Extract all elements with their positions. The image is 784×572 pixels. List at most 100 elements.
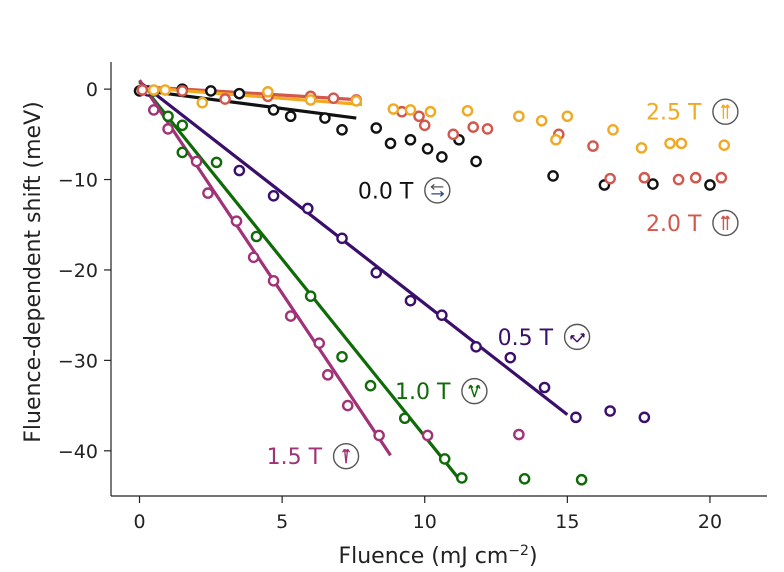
data-point-series-5 xyxy=(635,142,648,154)
data-point-series-4 xyxy=(638,171,651,184)
data-point-series-4 xyxy=(672,173,685,186)
data-point-series-5 xyxy=(561,110,574,123)
series-label-4: 2.0 T xyxy=(646,212,702,237)
data-point-series-2 xyxy=(364,379,377,392)
field-25-icon xyxy=(712,98,739,125)
data-point-series-2 xyxy=(210,156,223,169)
data-point-series-1 xyxy=(638,411,651,424)
fit-line-series-1 xyxy=(138,80,569,416)
data-point-series-5 xyxy=(147,84,160,96)
x-tick-label: 5 xyxy=(276,511,288,533)
data-point-series-3 xyxy=(313,337,326,349)
y-tick-label: 0 xyxy=(86,79,98,101)
y-tick-label: −40 xyxy=(58,441,98,463)
data-point-series-0 xyxy=(436,151,448,163)
series-label-1: 0.5 T xyxy=(498,326,554,351)
x-tick-label: 10 xyxy=(413,511,437,533)
y-tick-label: −30 xyxy=(58,350,98,372)
data-point-series-5 xyxy=(262,86,274,98)
data-point-series-5 xyxy=(350,95,363,107)
y-axis-label: Fluence-dependent shift (meV) xyxy=(21,101,46,442)
x-axis-label-main: Fluence (mJ cm xyxy=(338,544,508,569)
y-tick-label: −20 xyxy=(58,260,98,282)
data-point-series-4 xyxy=(219,93,231,105)
data-point-series-0 xyxy=(547,170,559,182)
data-point-series-1 xyxy=(436,309,448,321)
x-tick-label: 0 xyxy=(133,511,145,533)
data-point-series-2 xyxy=(575,473,588,486)
data-point-series-3 xyxy=(373,429,385,442)
data-point-series-1 xyxy=(370,266,383,279)
data-point-series-0 xyxy=(647,178,659,190)
data-point-series-4 xyxy=(689,171,702,184)
fit-lines xyxy=(138,79,569,484)
data-point-series-5 xyxy=(387,103,400,115)
data-point-series-3 xyxy=(341,399,354,412)
data-point-series-1 xyxy=(504,351,517,364)
data-point-series-5 xyxy=(513,110,525,123)
data-point-series-2 xyxy=(176,146,189,159)
data-point-series-1 xyxy=(604,405,616,417)
data-point-series-2 xyxy=(304,290,317,302)
data-point-series-0 xyxy=(336,124,348,136)
field-05-icon xyxy=(563,323,591,351)
data-point-series-4 xyxy=(136,84,149,96)
data-point-series-3 xyxy=(267,275,280,287)
data-point-series-0 xyxy=(233,87,246,100)
x-axis-label-end: ) xyxy=(529,544,538,569)
data-point-series-2 xyxy=(162,110,174,123)
data-point-series-3 xyxy=(202,187,214,199)
data-point-series-2 xyxy=(438,453,451,465)
data-point-series-2 xyxy=(250,230,263,243)
data-point-series-4 xyxy=(604,172,616,185)
data-point-series-1 xyxy=(470,341,482,353)
data-point-series-1 xyxy=(267,190,280,202)
data-point-series-0 xyxy=(704,179,716,191)
data-point-series-4 xyxy=(587,140,599,152)
data-point-series-4 xyxy=(418,119,431,132)
data-point-series-0 xyxy=(470,155,482,168)
data-points xyxy=(133,83,731,486)
data-point-series-0 xyxy=(384,137,397,150)
x-tick-label: 20 xyxy=(698,511,722,533)
data-point-series-0 xyxy=(267,104,280,116)
data-point-series-3 xyxy=(284,310,297,322)
data-point-series-1 xyxy=(538,381,551,394)
data-point-series-4 xyxy=(413,110,425,123)
data-point-series-5 xyxy=(607,124,619,136)
data-point-series-5 xyxy=(664,137,676,150)
field-2-icon xyxy=(712,209,739,237)
series-label-2: 1.0 T xyxy=(395,380,451,405)
data-point-series-4 xyxy=(176,85,189,97)
x-axis-label: Fluence (mJ cm−2) xyxy=(338,543,537,569)
data-point-series-0 xyxy=(421,142,434,155)
data-point-series-3 xyxy=(421,429,434,442)
data-point-series-1 xyxy=(301,202,314,215)
series-label-3: 1.5 T xyxy=(267,445,323,470)
data-point-series-5 xyxy=(718,139,731,151)
data-point-series-5 xyxy=(675,137,688,150)
data-point-series-3 xyxy=(230,215,243,227)
field-1-icon xyxy=(461,377,488,405)
data-point-series-4 xyxy=(481,123,494,135)
data-point-series-3 xyxy=(247,251,260,264)
data-point-series-4 xyxy=(327,92,340,104)
ticks: 0 5 10 15 20 0 −10 −20 −30 −40 xyxy=(58,79,722,533)
data-point-series-2 xyxy=(336,350,348,363)
series-label-5: 2.5 T xyxy=(646,101,702,126)
series-annotations: 0.0 T 0.5 T 1.0 T 1.5 T 2.0 T 2.5 T xyxy=(267,98,739,470)
data-point-series-2 xyxy=(456,472,468,484)
data-point-series-1 xyxy=(336,232,348,245)
data-point-series-4 xyxy=(715,171,728,184)
data-point-series-2 xyxy=(398,412,411,425)
plot-frame xyxy=(110,62,767,497)
data-point-series-0 xyxy=(319,112,331,124)
data-point-series-1 xyxy=(570,411,582,424)
field-15-icon xyxy=(332,443,360,470)
field-0-icon xyxy=(424,177,451,204)
data-point-series-0 xyxy=(284,110,297,123)
data-point-series-5 xyxy=(304,94,317,106)
data-point-series-5 xyxy=(461,105,474,117)
data-point-series-1 xyxy=(233,164,246,177)
